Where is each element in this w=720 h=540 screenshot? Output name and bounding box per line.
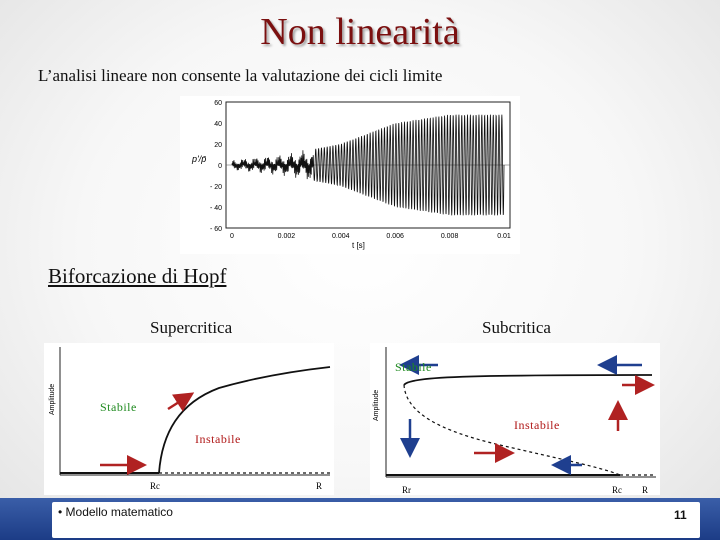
subcritical-unstable-label: Instabile [514, 418, 560, 432]
limit-cycle-branch [158, 366, 331, 474]
supercritical-diagram-svg: Amplitude Rc R [49, 347, 331, 491]
subcritical-diagram-svg: Amplitude Rr Rc R [373, 347, 656, 495]
y-tick-label: - 20 [210, 184, 222, 191]
bullet-text: • Modello matematico [58, 505, 173, 519]
x-tick-label: 0.004 [332, 233, 350, 240]
supercritical-heading: Supercritica [150, 318, 233, 337]
y-tick-label: 0 [218, 163, 222, 170]
rc-label: Rc [150, 481, 160, 491]
y-tick-label: 40 [214, 121, 222, 128]
up-arrow [167, 392, 195, 412]
y-tick-label: 60 [214, 100, 222, 107]
supercritical-unstable-label: Instabile [195, 432, 241, 446]
supercritical-stable-label: Stabile [100, 400, 137, 414]
r-label: R [642, 485, 648, 495]
footer-panel [52, 502, 700, 538]
x-tick-label: 0.002 [278, 233, 296, 240]
oscillation-chart: 60 40 20 0 - 20 - 40 - 60 0 0.002 0.004 0.006 0.00… [180, 96, 520, 254]
slide-title: Non linearità [260, 11, 460, 53]
supercritical-diagram: Amplitude Rc R [44, 343, 334, 495]
unstable-limit-cycle [403, 384, 621, 476]
page-number: 11 [674, 508, 687, 522]
rc-label: Rc [612, 485, 622, 495]
x-axis-label: t [s] [352, 241, 365, 250]
y-tick-label: 20 [214, 142, 222, 149]
subcritical-stable-label: Stabile [395, 360, 432, 374]
y-tick-label: - 40 [210, 205, 222, 212]
y-axis-label: p'/p̄ [191, 154, 207, 164]
x-tick-label: 0.008 [441, 233, 459, 240]
r-label: R [316, 481, 322, 491]
amplitude-axis-label: Amplitude [49, 384, 56, 415]
y-tick-label: - 60 [210, 226, 222, 233]
x-tick-label: 0.006 [386, 233, 404, 240]
slide-subtitle: L’analisi lineare non consente la valuta… [38, 66, 443, 85]
subcritical-diagram: Amplitude Rr Rc R [370, 343, 660, 495]
amplitude-axis-label: Amplitude [373, 390, 380, 421]
oscillation-chart-svg: 60 40 20 0 - 20 - 40 - 60 0 0.002 0.004 0.006 0.00… [191, 100, 511, 250]
stable-limit-cycle [403, 374, 653, 386]
oscillation-series [231, 114, 505, 216]
rr-label: Rr [402, 485, 411, 495]
subcritical-heading: Subcritica [482, 318, 551, 337]
section-heading: Biforcazione di Hopf [48, 264, 227, 288]
x-tick-label: 0 [230, 233, 234, 240]
x-tick-label: 0.01 [497, 233, 511, 240]
